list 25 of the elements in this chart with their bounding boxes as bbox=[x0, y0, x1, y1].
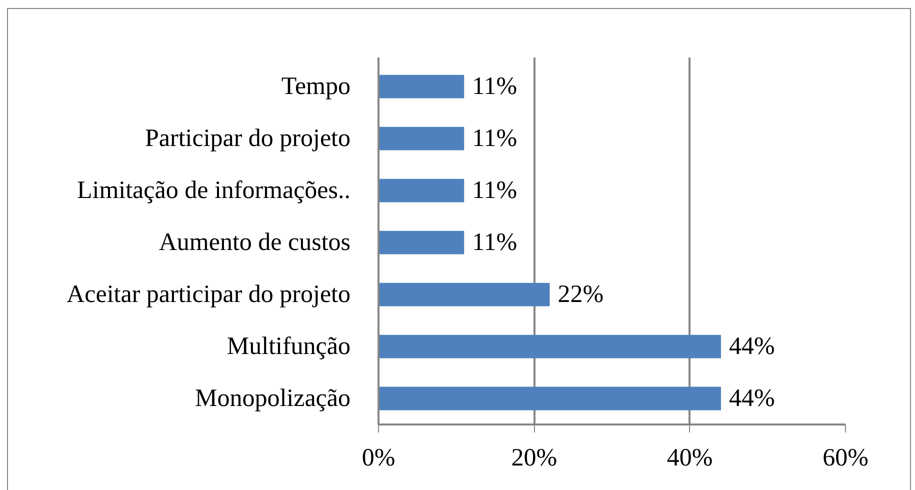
bar bbox=[378, 126, 464, 150]
data-label: 11% bbox=[472, 177, 518, 204]
y-tick-label: Limitação de informações.. bbox=[77, 177, 350, 204]
data-label: 11% bbox=[472, 73, 518, 100]
y-tick-label: Participar do projeto bbox=[145, 125, 351, 152]
x-tick-label: 60% bbox=[822, 444, 868, 472]
data-label: 44% bbox=[728, 333, 775, 360]
data-label: 44% bbox=[728, 385, 775, 412]
x-tick-label: 40% bbox=[666, 444, 713, 472]
bar bbox=[378, 334, 721, 358]
data-label: 11% bbox=[472, 229, 518, 256]
x-tick-label: 0% bbox=[362, 444, 396, 472]
data-label: 11% bbox=[472, 125, 518, 152]
data-label: 22% bbox=[558, 281, 604, 308]
y-tick-label: Aumento de custos bbox=[158, 229, 350, 256]
bar bbox=[378, 230, 464, 254]
bar bbox=[378, 74, 464, 98]
y-tick-label: Multifunção bbox=[226, 333, 351, 360]
x-tick-label: 20% bbox=[511, 444, 558, 472]
bar bbox=[378, 386, 721, 410]
y-tick-label: Tempo bbox=[281, 73, 351, 100]
bar bbox=[378, 282, 550, 306]
y-tick-label: Aceitar participar do projeto bbox=[66, 281, 351, 308]
y-tick-label: Monopolização bbox=[194, 385, 351, 412]
bar bbox=[378, 178, 464, 202]
